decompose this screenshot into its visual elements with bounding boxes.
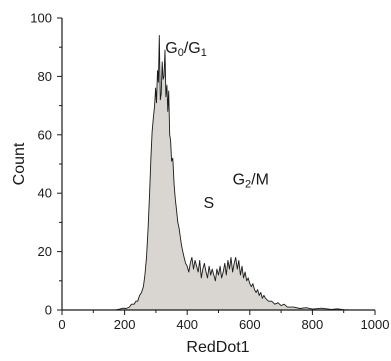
x-axis-title: RedDot1 bbox=[186, 339, 249, 356]
x-tick-label: 0 bbox=[58, 317, 65, 332]
phase-label: G0/G1 bbox=[165, 40, 207, 59]
label-part: G bbox=[165, 40, 177, 57]
label-part: G bbox=[233, 171, 245, 188]
y-tick-label: 0 bbox=[45, 303, 52, 318]
label-part: /G bbox=[184, 40, 201, 57]
axes bbox=[61, 18, 375, 311]
histogram-fill bbox=[115, 35, 350, 310]
histogram-outline bbox=[115, 35, 351, 311]
x-tick-label: 200 bbox=[114, 317, 136, 332]
subscript: 2 bbox=[245, 178, 251, 190]
subscript: 1 bbox=[201, 47, 207, 59]
label-part: /M bbox=[251, 171, 269, 188]
y-tick-label: 20 bbox=[38, 244, 52, 259]
phase-label: S bbox=[203, 195, 214, 212]
y-tick-label: 60 bbox=[38, 127, 52, 142]
subscript: 0 bbox=[178, 47, 184, 59]
y-tick-label: 40 bbox=[38, 186, 52, 201]
label-part: S bbox=[203, 195, 214, 212]
x-tick-label: 800 bbox=[302, 317, 324, 332]
plot-area bbox=[115, 35, 351, 311]
y-tick-label: 80 bbox=[38, 69, 52, 84]
x-tick-label: 1000 bbox=[361, 317, 390, 332]
axis-frame bbox=[61, 18, 375, 311]
phase-label: G2/M bbox=[233, 171, 269, 190]
y-tick-label: 100 bbox=[30, 11, 52, 26]
x-tick-label: 400 bbox=[176, 317, 198, 332]
x-tick-label: 600 bbox=[239, 317, 261, 332]
y-axis-title: Count bbox=[11, 142, 28, 185]
